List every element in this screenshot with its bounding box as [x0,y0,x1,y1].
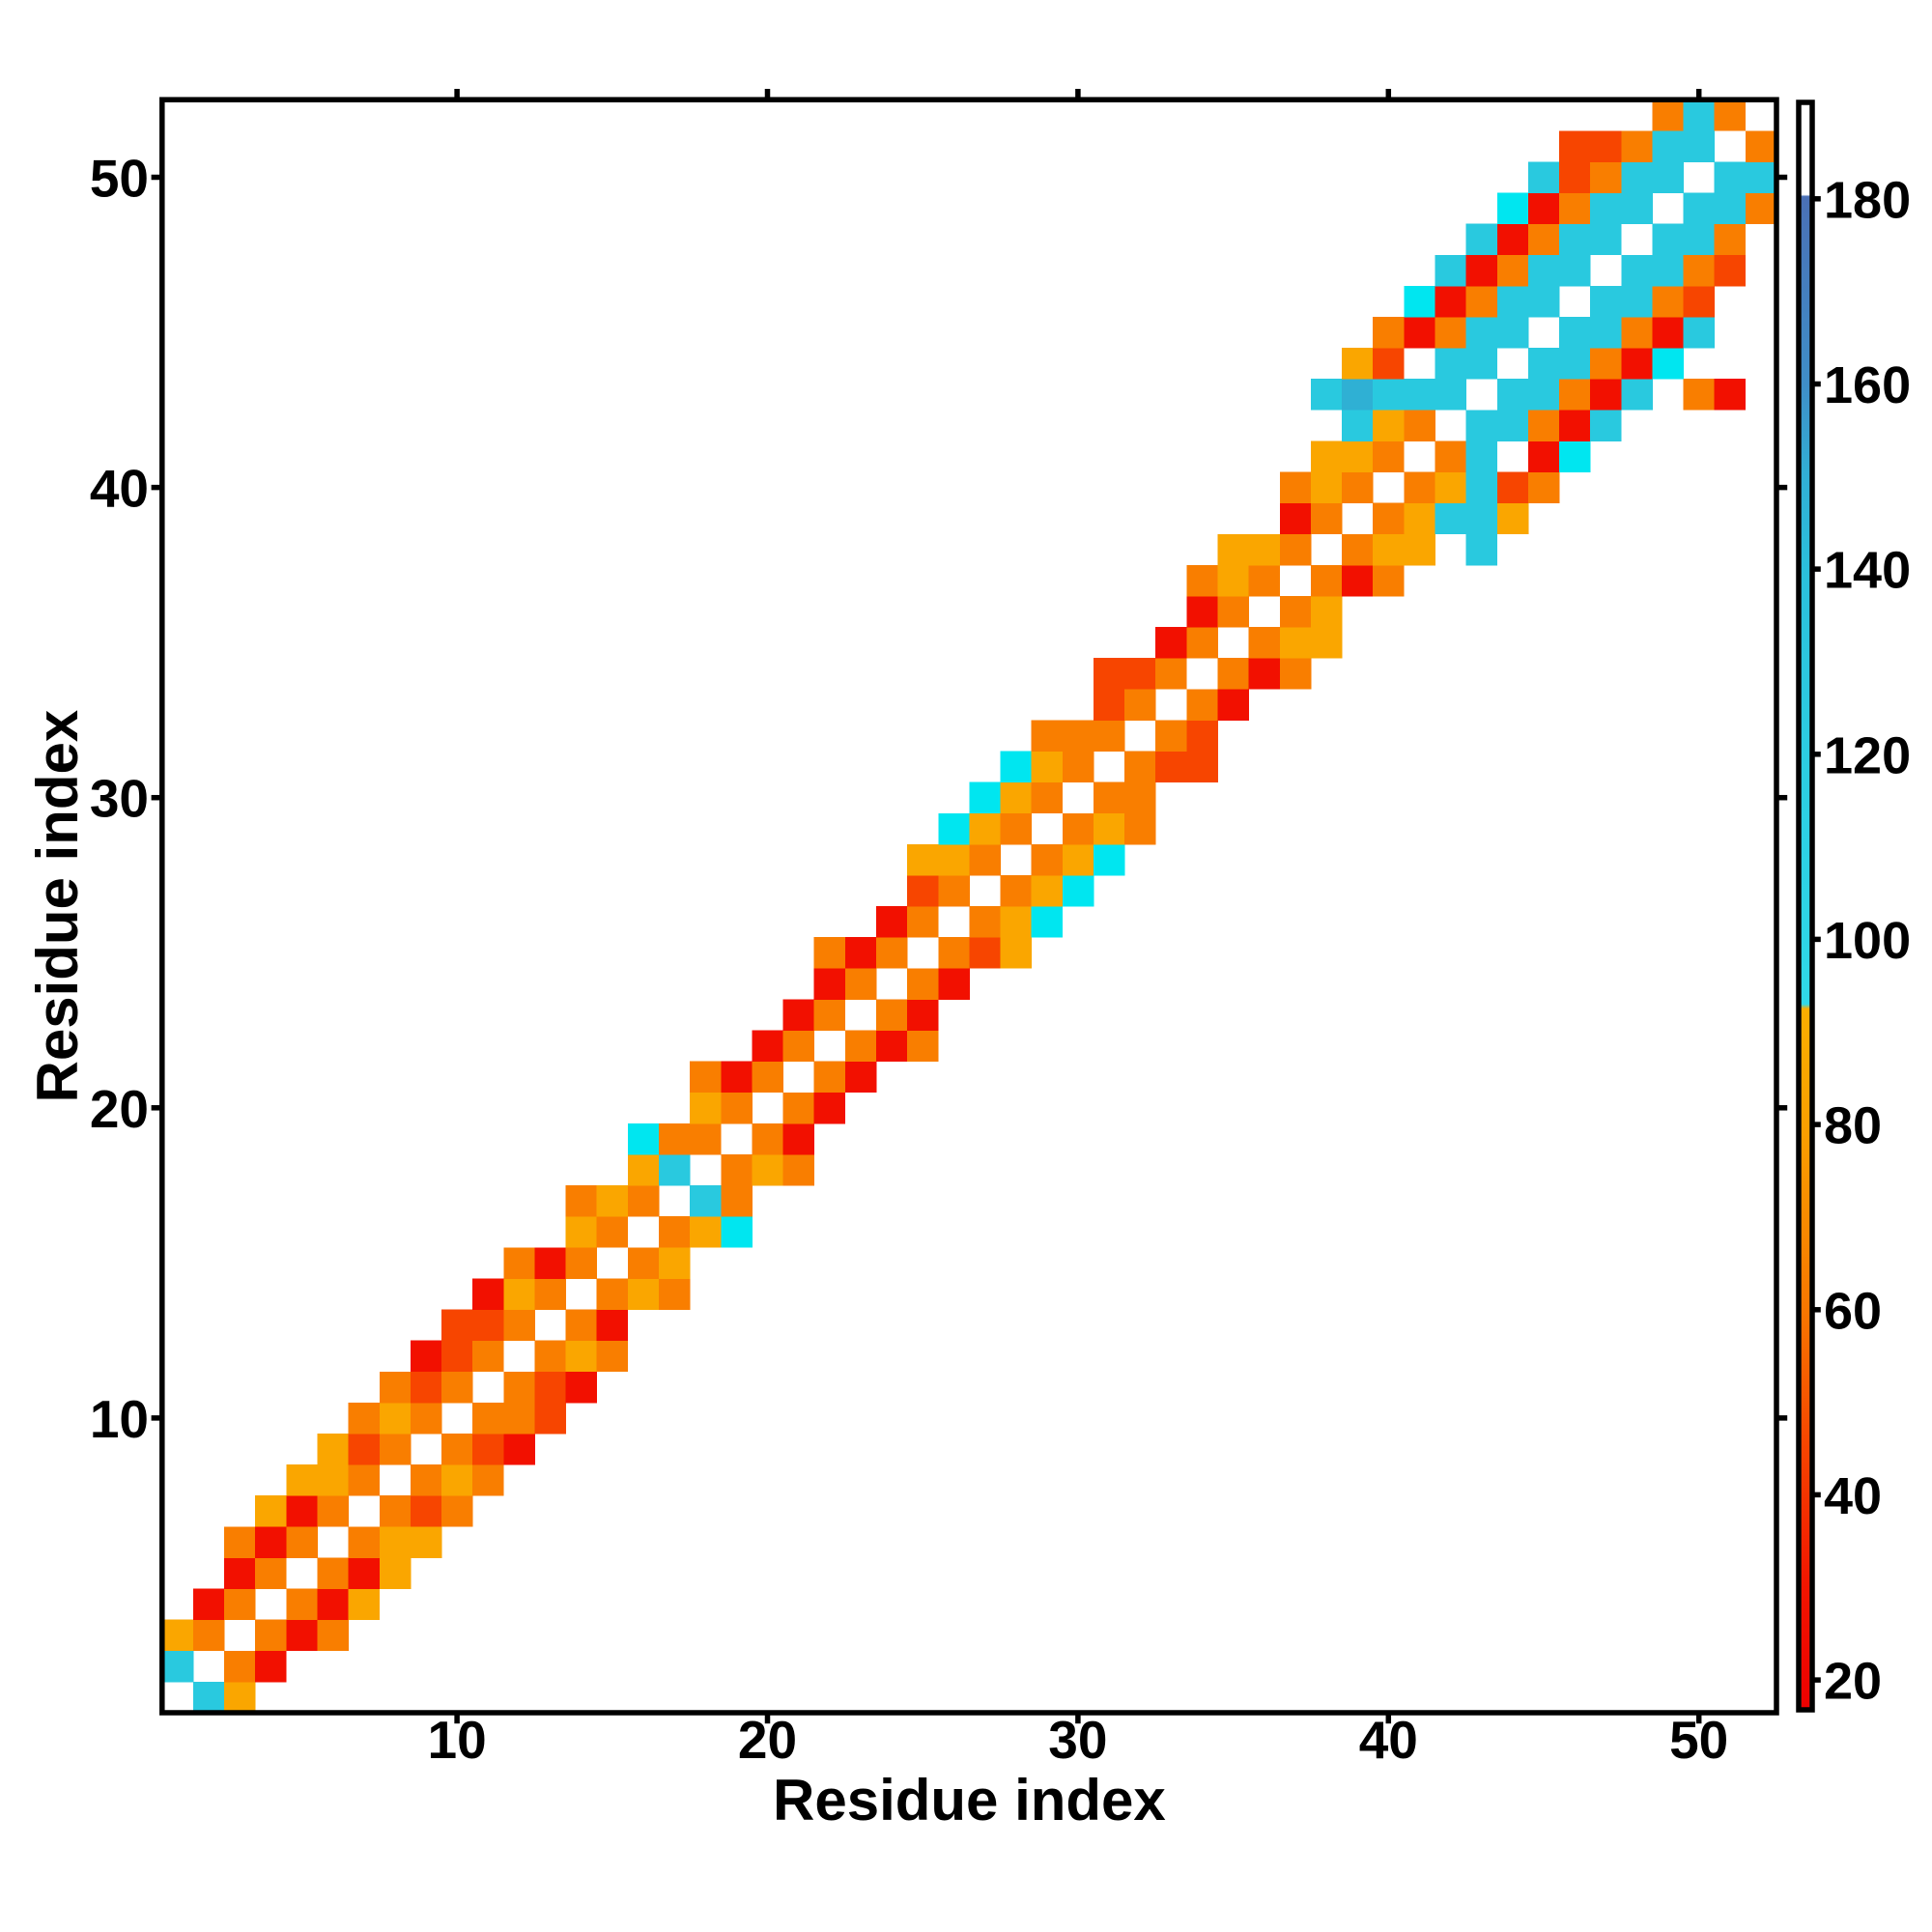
svg-text:10: 10 [428,1710,487,1770]
svg-text:50: 50 [1669,1710,1728,1770]
svg-text:20: 20 [1824,1653,1882,1711]
svg-text:20: 20 [738,1710,797,1770]
svg-text:100: 100 [1824,912,1911,970]
svg-text:60: 60 [1824,1282,1882,1340]
svg-text:40: 40 [90,459,149,519]
svg-text:180: 180 [1824,171,1911,229]
svg-text:30: 30 [90,769,149,829]
svg-text:160: 160 [1824,356,1911,414]
svg-text:10: 10 [90,1389,149,1449]
svg-text:Residue index: Residue index [25,710,90,1103]
svg-text:Residue index: Residue index [773,1768,1166,1833]
svg-text:30: 30 [1048,1710,1107,1770]
svg-text:40: 40 [1359,1710,1418,1770]
svg-text:40: 40 [1824,1467,1882,1525]
svg-text:120: 120 [1824,726,1911,784]
svg-text:80: 80 [1824,1097,1882,1155]
svg-text:50: 50 [90,149,149,209]
svg-text:140: 140 [1824,542,1911,600]
svg-text:20: 20 [90,1079,149,1139]
